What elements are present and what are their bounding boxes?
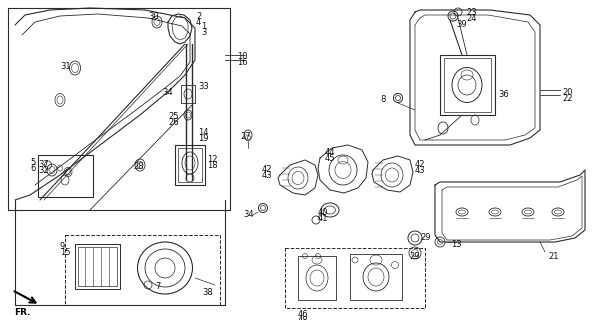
Text: 28: 28 xyxy=(133,162,143,171)
Text: 30: 30 xyxy=(148,12,159,21)
Text: 18: 18 xyxy=(207,161,218,170)
Text: 9: 9 xyxy=(60,242,65,251)
Text: 23: 23 xyxy=(466,8,477,17)
Bar xyxy=(38,155,93,197)
Text: 43: 43 xyxy=(415,166,425,175)
Bar xyxy=(350,254,402,300)
Bar xyxy=(285,248,425,308)
Text: 12: 12 xyxy=(207,155,218,164)
Bar xyxy=(298,256,336,300)
Text: 3: 3 xyxy=(201,28,206,37)
Text: 27: 27 xyxy=(240,132,250,141)
Text: 32: 32 xyxy=(38,166,49,175)
Text: 34: 34 xyxy=(243,210,253,219)
Bar xyxy=(65,235,220,305)
Text: 1: 1 xyxy=(201,22,206,31)
Text: 33: 33 xyxy=(198,82,209,91)
Text: 2: 2 xyxy=(196,12,201,21)
Bar xyxy=(78,247,117,286)
Text: 29: 29 xyxy=(409,252,419,261)
Text: 4: 4 xyxy=(196,18,201,27)
Text: 45: 45 xyxy=(325,154,336,163)
Text: 43: 43 xyxy=(262,171,273,180)
Text: 22: 22 xyxy=(562,94,572,103)
Text: 46: 46 xyxy=(298,310,309,319)
Text: 29: 29 xyxy=(420,233,431,242)
Text: 40: 40 xyxy=(318,208,328,217)
Text: FR.: FR. xyxy=(14,308,30,317)
Text: 16: 16 xyxy=(237,58,248,67)
Text: 19: 19 xyxy=(198,134,208,143)
Text: 41: 41 xyxy=(318,214,328,223)
Text: 20: 20 xyxy=(562,88,572,97)
Text: 31: 31 xyxy=(60,62,71,71)
Bar xyxy=(175,145,205,185)
Text: 13: 13 xyxy=(451,240,462,249)
Bar xyxy=(444,58,491,112)
Bar xyxy=(178,148,202,182)
Text: 7: 7 xyxy=(155,282,161,291)
Text: 39: 39 xyxy=(456,20,466,29)
Text: 36: 36 xyxy=(498,90,509,99)
Text: 38: 38 xyxy=(202,288,213,297)
Text: 21: 21 xyxy=(548,252,559,261)
Text: 34: 34 xyxy=(162,88,173,97)
Bar xyxy=(440,55,495,115)
Text: 44: 44 xyxy=(325,148,336,157)
Text: 15: 15 xyxy=(60,248,70,257)
Text: 6: 6 xyxy=(30,164,35,173)
Text: 26: 26 xyxy=(168,118,178,127)
Text: 10: 10 xyxy=(237,52,248,61)
Text: 42: 42 xyxy=(262,165,273,174)
Text: 37: 37 xyxy=(38,160,49,169)
Text: 24: 24 xyxy=(466,14,477,23)
Text: 5: 5 xyxy=(30,158,35,167)
Text: 25: 25 xyxy=(168,112,178,121)
Bar xyxy=(181,85,195,103)
Text: 14: 14 xyxy=(198,128,208,137)
Text: 8: 8 xyxy=(380,95,386,104)
Text: 48: 48 xyxy=(298,316,309,320)
Bar xyxy=(75,244,120,289)
Text: 42: 42 xyxy=(415,160,425,169)
